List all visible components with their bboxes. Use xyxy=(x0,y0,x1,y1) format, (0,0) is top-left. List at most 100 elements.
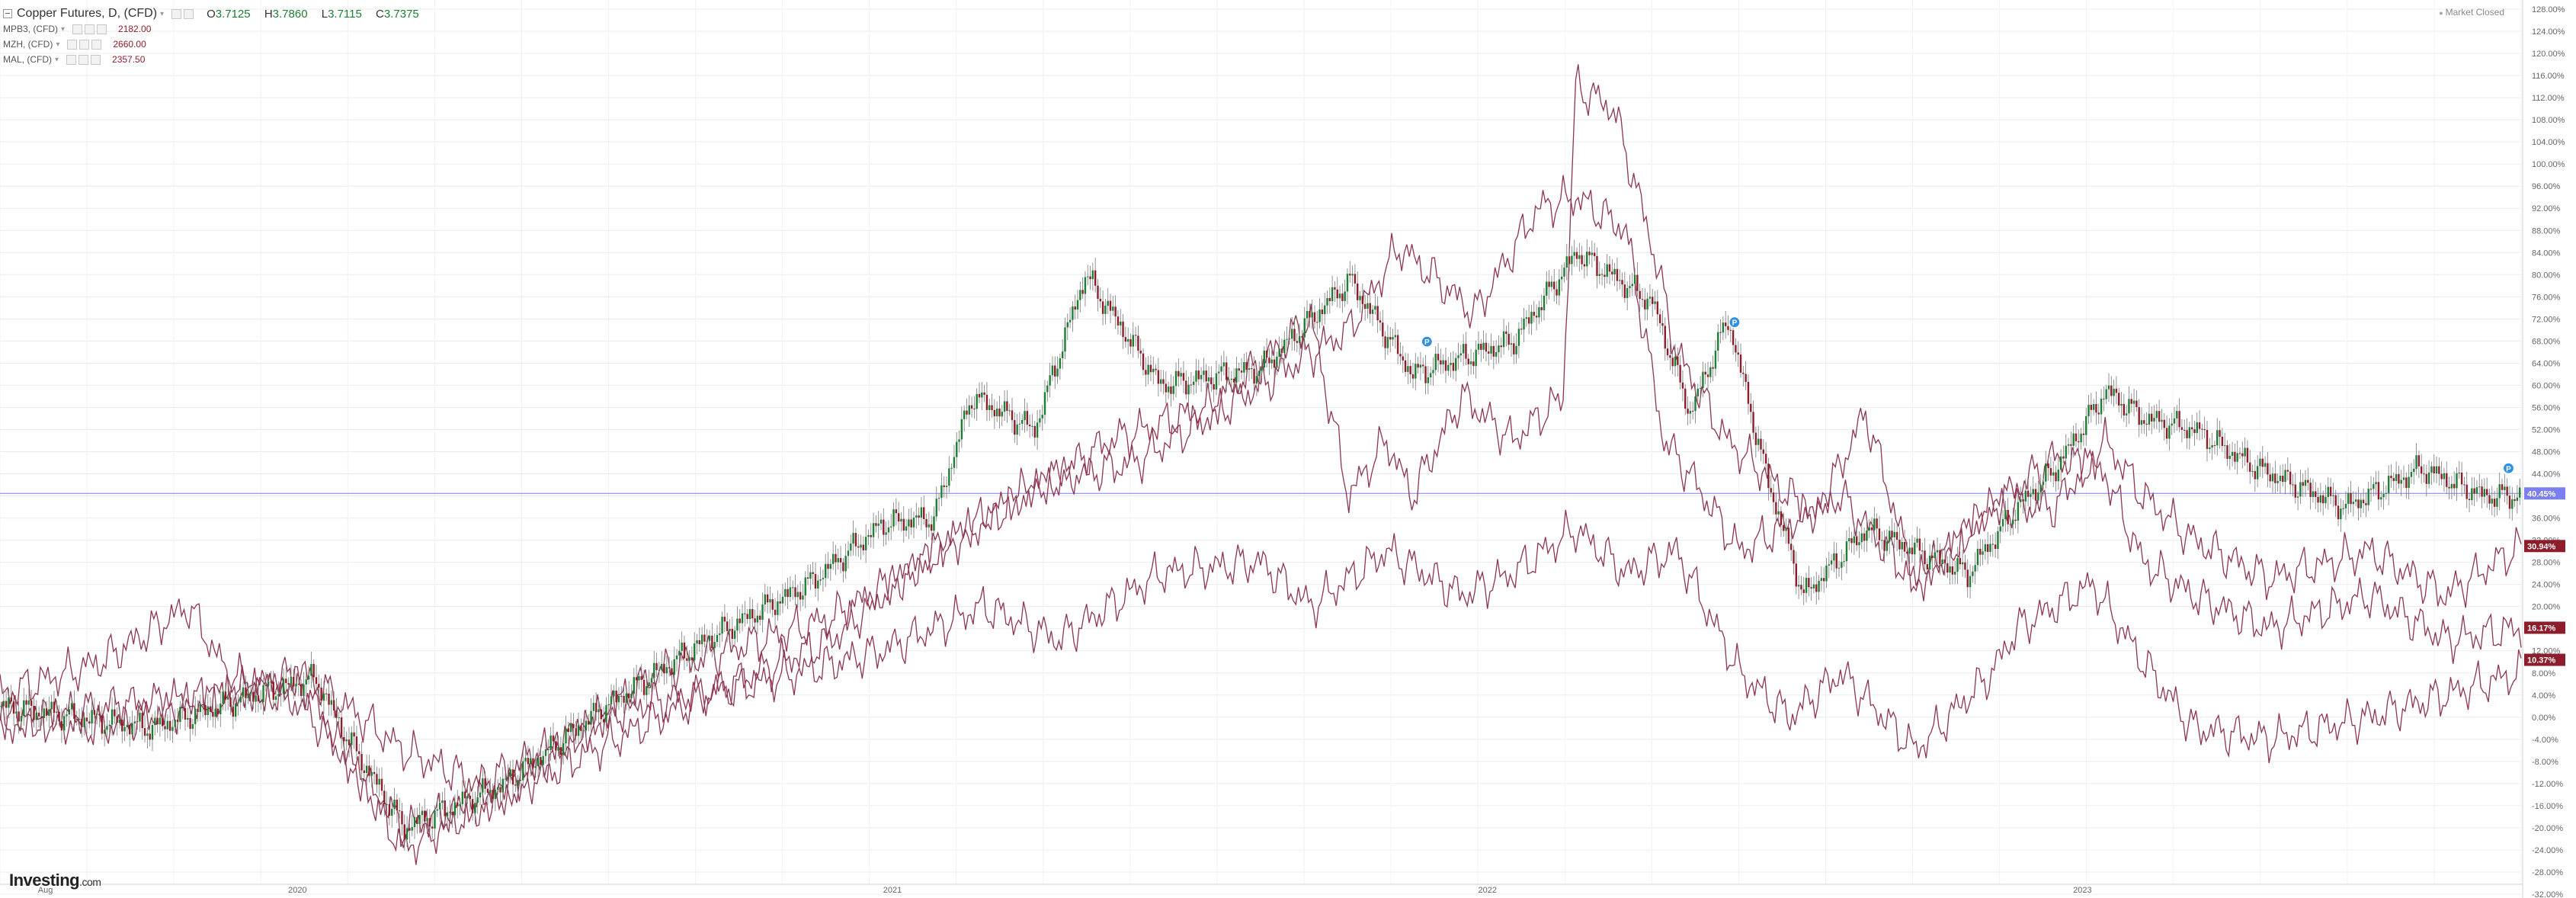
candle-body xyxy=(2,701,5,707)
candle-body xyxy=(53,701,56,714)
candle-body xyxy=(459,803,461,807)
candle-body xyxy=(850,544,852,551)
candle-body xyxy=(1833,553,1835,561)
candle-body xyxy=(1616,268,1619,281)
settings-icon[interactable] xyxy=(85,24,95,34)
candle-body xyxy=(613,690,615,697)
legend-compare-row[interactable]: MPB3, (CFD) ▾ 2182.00 xyxy=(3,21,430,37)
candle-body xyxy=(723,617,726,622)
candle-body xyxy=(1669,355,1671,358)
candle-body xyxy=(108,724,111,726)
candle-body xyxy=(1606,264,1608,277)
candle-body xyxy=(2173,418,2176,424)
candle-body xyxy=(2493,499,2496,507)
candle-body xyxy=(1712,367,1714,369)
candle-body xyxy=(598,709,600,713)
legend-compare-row[interactable]: MAL, (CFD) ▾ 2357.50 xyxy=(3,52,430,67)
candle-body xyxy=(577,725,580,736)
price-axis[interactable]: 128.00% 124.00% 120.00% 116.00% 112.00% 108.0… xyxy=(2522,0,2565,898)
candle-body xyxy=(2304,479,2307,486)
chevron-down-icon[interactable]: ▾ xyxy=(160,9,165,18)
candle-body xyxy=(274,696,277,700)
candle-body xyxy=(257,695,260,701)
candle-body xyxy=(900,518,902,522)
y-tick-label: 4.00% xyxy=(2532,691,2555,701)
legend-main-row[interactable]: Copper Futures, D, (CFD) ▾ O3.7125 H3.78… xyxy=(3,6,430,21)
candle-body xyxy=(2027,490,2030,497)
candle-body xyxy=(405,828,409,840)
chevron-down-icon[interactable]: ▾ xyxy=(56,40,60,49)
event-markers[interactable]: P P P xyxy=(1421,316,2515,474)
candle-body xyxy=(2413,468,2415,473)
compare-name[interactable]: MAL, (CFD) xyxy=(3,54,52,65)
candle-body xyxy=(854,533,857,547)
eye-icon[interactable] xyxy=(67,39,78,50)
chevron-down-icon[interactable]: ▾ xyxy=(61,24,66,34)
candle-body xyxy=(1571,255,1573,265)
candle-body xyxy=(1235,368,1238,383)
candle-body xyxy=(1354,274,1357,284)
settings-icon[interactable] xyxy=(78,54,89,65)
candle-body xyxy=(2004,509,2007,520)
candle-body xyxy=(1525,317,1528,319)
candle-body xyxy=(1959,558,1962,565)
candle-body xyxy=(1049,375,1051,386)
chevron-down-icon[interactable]: ▾ xyxy=(55,55,59,64)
candle-body xyxy=(2082,433,2085,435)
candle-body xyxy=(928,524,931,528)
candle-body xyxy=(2165,428,2168,439)
y-tick-label: 48.00% xyxy=(2532,448,2561,457)
candle-body xyxy=(976,393,978,409)
candle-body xyxy=(635,677,638,681)
candle-body xyxy=(585,720,588,731)
candle-body xyxy=(43,708,45,719)
candle-body xyxy=(2377,482,2380,500)
grid-lines xyxy=(0,0,2522,895)
collapse-icon[interactable] xyxy=(3,9,12,18)
candle-body xyxy=(2163,419,2165,428)
candle-body xyxy=(1207,377,1210,382)
candle-body xyxy=(181,707,184,709)
legend-compare-row[interactable]: MZH, (CFD) ▾ 2660.00 xyxy=(3,37,430,52)
candle-body xyxy=(1488,351,1490,354)
candle-body xyxy=(1444,360,1447,371)
candle-body xyxy=(1513,343,1515,354)
candle-body xyxy=(2234,451,2236,462)
candle-body xyxy=(1918,538,1921,551)
eye-icon[interactable] xyxy=(72,24,83,34)
candle-body xyxy=(663,663,665,674)
candle-body xyxy=(1999,526,2001,531)
candle-body xyxy=(1293,329,1296,342)
close-icon[interactable] xyxy=(91,54,101,65)
eye-icon[interactable] xyxy=(66,54,77,65)
candle-body xyxy=(453,802,457,816)
candle-body xyxy=(81,719,83,727)
candle-body xyxy=(2274,473,2276,483)
compare-name[interactable]: MPB3, (CFD) xyxy=(3,24,58,34)
settings-icon[interactable] xyxy=(184,8,194,19)
candle-body xyxy=(885,532,887,535)
candle-body xyxy=(471,799,474,813)
compare-name[interactable]: MZH, (CFD) xyxy=(3,39,53,50)
candle-body xyxy=(2498,484,2501,499)
candle-body xyxy=(1419,364,1422,368)
candle-body xyxy=(2241,453,2244,457)
candle-body xyxy=(2387,476,2390,493)
symbol-title[interactable]: Copper Futures, D, (CFD) xyxy=(17,7,158,20)
settings-icon[interactable] xyxy=(79,39,90,50)
time-axis[interactable]: Aug 2020 2021 2022 2023 xyxy=(0,884,2523,895)
close-icon[interactable] xyxy=(97,24,107,34)
candle-body xyxy=(817,580,819,589)
close-icon[interactable] xyxy=(91,39,102,50)
candle-body xyxy=(1830,560,1833,565)
candle-body xyxy=(1432,370,1434,374)
candle-body xyxy=(708,635,711,641)
y-tick-label: -32.00% xyxy=(2532,890,2563,898)
eye-icon[interactable] xyxy=(171,8,182,19)
candle-body xyxy=(1495,351,1498,357)
candle-body xyxy=(1101,301,1104,314)
candle-body xyxy=(2226,445,2228,459)
candle-body xyxy=(380,778,383,791)
candle-body xyxy=(2140,420,2143,425)
